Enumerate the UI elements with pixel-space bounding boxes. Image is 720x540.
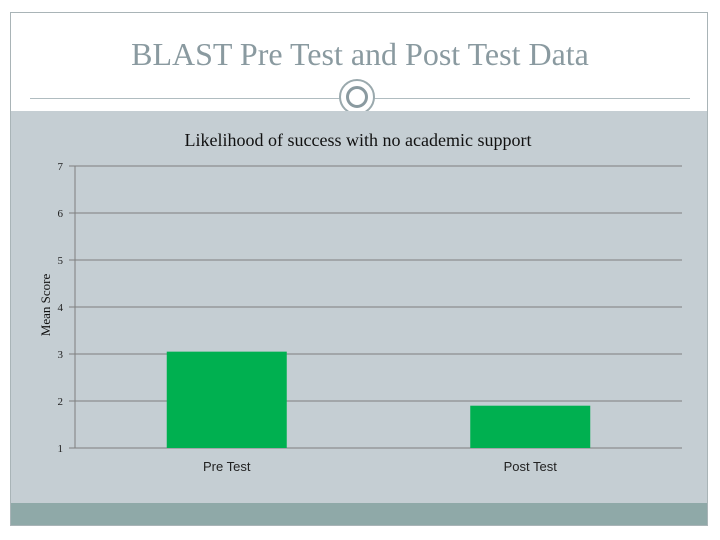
bar-post-test (470, 405, 591, 448)
bars (166, 351, 591, 448)
y-tick-label: 5 (58, 255, 64, 267)
bar-pre-test (166, 351, 287, 448)
x-tick-label: Pre Test (203, 459, 251, 474)
y-axis-label: Mean Score (38, 274, 53, 337)
y-tick-labels: 1 2 3 4 5 6 7 (58, 161, 64, 455)
y-tick-label: 7 (58, 161, 64, 173)
slide-title: BLAST Pre Test and Post Test Data (131, 36, 589, 72)
y-tick-label: 4 (58, 302, 64, 314)
x-tick-label: Post Test (504, 459, 558, 474)
slide-frame (10, 12, 708, 526)
y-tick-label: 3 (58, 349, 64, 361)
footer-bar (11, 503, 707, 525)
y-tick-label: 1 (58, 443, 64, 455)
y-tick-label: 6 (58, 208, 64, 220)
x-tick-labels: Pre Test Post Test (203, 459, 557, 474)
y-tick-label: 2 (58, 396, 64, 408)
chart-title: Likelihood of success with no academic s… (185, 130, 532, 150)
